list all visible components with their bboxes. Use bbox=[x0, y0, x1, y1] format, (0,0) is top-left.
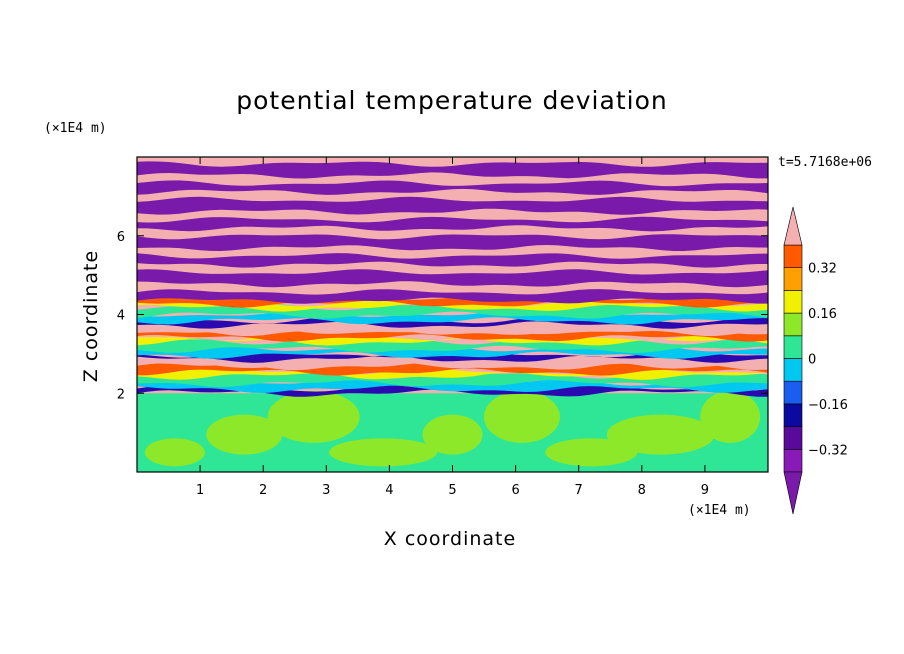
x-tick-label: 9 bbox=[701, 483, 709, 498]
lower-blob bbox=[206, 414, 283, 455]
colorbar-segment bbox=[783, 448, 803, 473]
lower-blob bbox=[606, 414, 715, 455]
mid-band bbox=[137, 350, 768, 363]
lower-blob bbox=[700, 390, 761, 443]
mid-band bbox=[137, 293, 768, 308]
mid-band bbox=[137, 378, 768, 393]
x-unit-label: (×1E4 m) bbox=[688, 503, 751, 518]
lower-blob bbox=[483, 390, 560, 443]
colorbar-segment bbox=[783, 380, 803, 405]
lower-blob bbox=[422, 414, 483, 455]
y-tick-label: 6 bbox=[117, 230, 125, 245]
colorbar-tick-label: −0.16 bbox=[808, 398, 848, 413]
chart-title: potential temperature deviation bbox=[236, 86, 668, 115]
x-tick-label: 5 bbox=[448, 483, 456, 498]
time-label: t=5.7168e+06 bbox=[778, 155, 872, 170]
colorbar-segment bbox=[783, 403, 803, 427]
upper-band bbox=[137, 289, 768, 304]
x-tick-label: 1 bbox=[196, 483, 204, 498]
mid-band bbox=[137, 316, 768, 329]
colorbar-tick-label: 0.32 bbox=[808, 262, 837, 277]
lower-blob bbox=[545, 438, 638, 467]
upper-band bbox=[137, 180, 768, 195]
x-tick-label: 6 bbox=[511, 483, 519, 498]
colorbar-tick-label: 0.16 bbox=[808, 307, 837, 322]
colorbar-tick-label: −0.32 bbox=[808, 443, 848, 458]
colorbar: 0.32 0.16 0 −0.16 −0.32 bbox=[783, 206, 848, 515]
colorbar-segment bbox=[783, 312, 803, 337]
upper-band bbox=[137, 161, 768, 179]
contour-field bbox=[137, 157, 768, 472]
x-tick-label: 4 bbox=[385, 483, 393, 498]
colorbar-segment bbox=[783, 267, 803, 291]
mid-band bbox=[137, 361, 768, 376]
colorbar-segment bbox=[783, 358, 803, 382]
mid-band bbox=[137, 384, 768, 397]
upper-band bbox=[137, 234, 768, 251]
colorbar-extend-low bbox=[783, 471, 803, 515]
colorbar-extend-high bbox=[783, 206, 803, 246]
lower-blob bbox=[267, 390, 360, 443]
x-tick-label: 3 bbox=[322, 483, 330, 498]
x-axis: 1 2 3 4 5 6 7 8 9 bbox=[196, 157, 709, 498]
colorbar-tick-label: 0 bbox=[808, 353, 816, 368]
mid-band bbox=[137, 355, 768, 371]
x-axis-label: X coordinate bbox=[383, 528, 517, 550]
x-tick-label: 7 bbox=[575, 483, 583, 498]
upper-band bbox=[137, 216, 768, 232]
y-tick-label: 4 bbox=[117, 309, 125, 324]
upper-band bbox=[137, 269, 768, 288]
x-tick-label: 8 bbox=[638, 483, 646, 498]
colorbar-segment bbox=[783, 244, 803, 269]
y-unit-label: (×1E4 m) bbox=[44, 121, 107, 136]
lower-blob bbox=[329, 438, 438, 467]
mid-band bbox=[137, 321, 768, 336]
y-tick-label: 2 bbox=[117, 387, 125, 402]
upper-band bbox=[137, 196, 768, 215]
upper-band bbox=[137, 253, 768, 268]
y-axis: 2 4 6 bbox=[117, 230, 768, 402]
x-tick-label: 2 bbox=[259, 483, 267, 498]
mid-band bbox=[137, 372, 768, 388]
colorbar-segment bbox=[783, 426, 803, 450]
lower-blob bbox=[144, 438, 205, 467]
colorbar-segment bbox=[783, 335, 803, 359]
colorbar-segment bbox=[783, 290, 803, 314]
